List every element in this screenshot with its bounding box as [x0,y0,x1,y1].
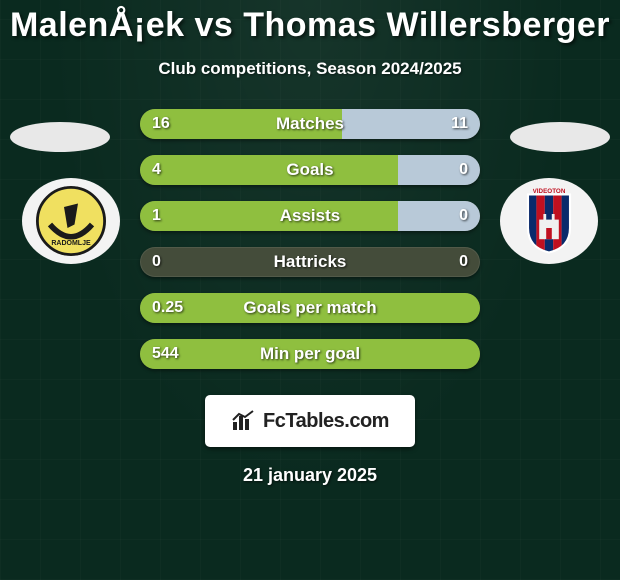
club-left-icon: RADOMLJE [32,186,110,256]
footer-brand-badge[interactable]: FcTables.com [205,395,415,447]
stat-row: 1611Matches [140,109,480,139]
club-left-name: RADOMLJE [51,240,91,247]
stats-container: 1611Matches 40Goals 10Assists 00Hattricks 0.… [140,109,480,369]
stat-row: 40Goals [140,155,480,185]
club-badge-right: VIDEOTON [500,178,598,264]
stat-label: Min per goal [140,339,480,369]
player-avatar-right [510,122,610,152]
stat-row: 0.25Goals per match [140,293,480,323]
club-badge-left: RADOMLJE [22,178,120,264]
player-avatar-left [10,122,110,152]
page-title: MalenÅ¡ek vs Thomas Willersberger [0,0,620,45]
club-right-icon: VIDEOTON [510,186,588,256]
stat-row: 544Min per goal [140,339,480,369]
generated-date: 21 january 2025 [0,465,620,486]
stat-row: 10Assists [140,201,480,231]
page-subtitle: Club competitions, Season 2024/2025 [0,59,620,79]
stat-label: Assists [140,201,480,231]
stat-label: Matches [140,109,480,139]
stat-row: 00Hattricks [140,247,480,277]
chart-icon [231,410,257,432]
stat-label: Hattricks [140,247,480,277]
stat-label: Goals [140,155,480,185]
club-right-name: VIDEOTON [533,188,566,195]
footer-brand-text: FcTables.com [263,410,389,433]
stat-label: Goals per match [140,293,480,323]
